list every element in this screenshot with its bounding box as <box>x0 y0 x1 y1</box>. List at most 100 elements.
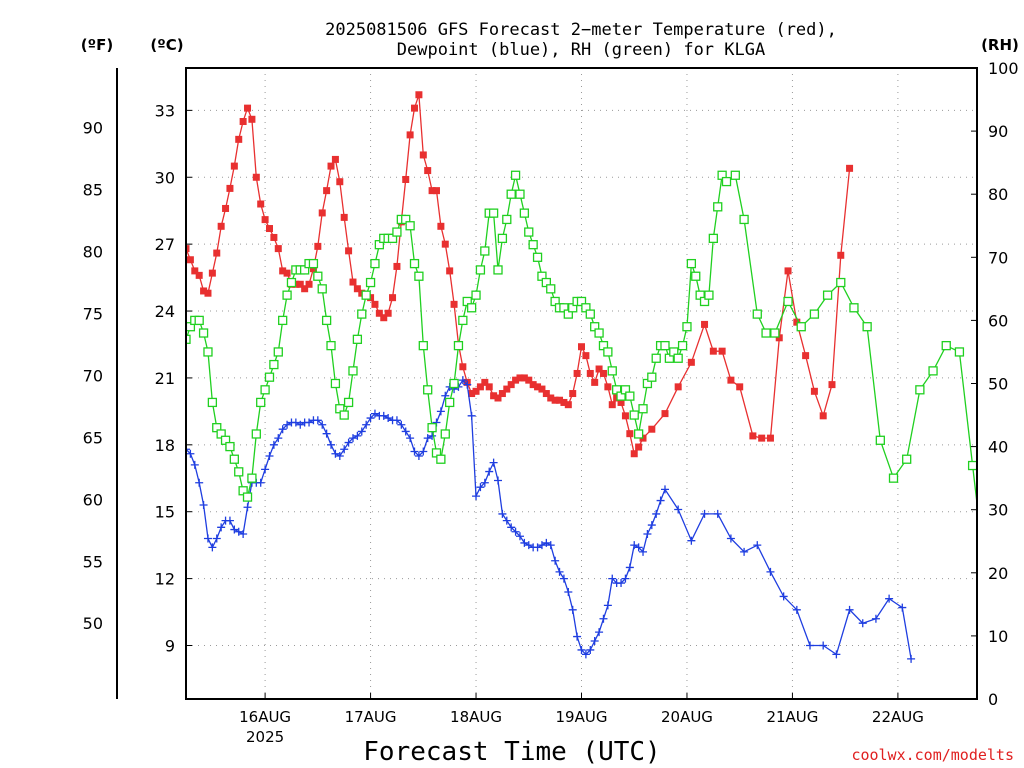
data-point <box>607 366 617 376</box>
data-point <box>519 208 530 218</box>
fahrenheit-tick-label: 70 <box>83 366 103 385</box>
data-point <box>274 434 283 443</box>
data-point <box>551 556 560 565</box>
data-point <box>586 369 594 377</box>
data-point <box>318 209 326 217</box>
data-point <box>954 347 965 357</box>
data-point <box>278 425 287 434</box>
data-point <box>203 534 212 543</box>
data-point <box>727 376 735 384</box>
data-point <box>375 309 383 317</box>
data-point <box>476 383 484 391</box>
data-point <box>599 614 608 623</box>
data-point <box>186 334 191 344</box>
data-point <box>260 385 270 395</box>
data-point <box>634 543 643 552</box>
celsius-tick-label: 18 <box>155 436 175 455</box>
data-point <box>313 271 323 281</box>
fahrenheit-unit-label: (ºF) <box>81 36 113 54</box>
data-point <box>340 213 348 221</box>
data-point <box>515 189 525 199</box>
data-point <box>766 434 774 442</box>
data-point <box>389 294 397 302</box>
data-point <box>384 309 392 317</box>
data-point <box>608 574 617 583</box>
data-point <box>286 277 297 288</box>
series-layer <box>186 91 977 663</box>
data-point <box>283 269 291 277</box>
fahrenheit-tick-label: 60 <box>83 490 103 509</box>
data-point <box>555 567 564 576</box>
data-point <box>837 251 845 259</box>
data-point <box>380 314 388 322</box>
data-point <box>915 385 925 395</box>
data-point <box>802 352 810 360</box>
data-point <box>718 347 726 355</box>
data-point <box>498 390 506 398</box>
rh-tick-label: 0 <box>988 690 998 709</box>
data-point <box>208 269 216 277</box>
data-point <box>819 412 827 420</box>
data-point <box>252 173 260 181</box>
rh-tick-label: 20 <box>988 564 1008 583</box>
data-point <box>357 427 366 436</box>
data-point <box>472 387 480 395</box>
data-point <box>503 385 511 393</box>
axis-labels: 9 12 15 18 21 24 27 30 33 50 55 60 65 70 75 80 85 90 0 10 20… <box>83 59 1019 746</box>
data-point <box>379 411 388 420</box>
data-point <box>446 267 454 275</box>
data-point <box>366 414 375 423</box>
data-point <box>569 390 577 398</box>
data-point <box>506 189 516 199</box>
data-point <box>520 538 529 547</box>
data-point <box>393 262 401 270</box>
data-point <box>234 527 243 536</box>
data-point <box>898 603 907 612</box>
data-point <box>625 563 634 572</box>
data-point <box>217 523 226 532</box>
data-point <box>502 516 511 525</box>
data-point <box>204 289 212 297</box>
data-point <box>371 300 379 308</box>
data-point <box>326 340 336 351</box>
data-point <box>459 363 467 371</box>
data-point <box>365 277 376 288</box>
data-point <box>967 460 977 471</box>
data-point <box>309 265 317 273</box>
data-point <box>907 654 916 663</box>
data-point <box>424 167 432 175</box>
data-point <box>441 240 449 248</box>
data-point <box>560 398 568 406</box>
data-point <box>406 131 414 139</box>
series-temperature <box>186 91 854 458</box>
data-point <box>564 401 572 409</box>
data-point <box>656 496 665 505</box>
data-point <box>349 278 357 286</box>
data-point <box>630 541 639 550</box>
data-point <box>243 503 252 512</box>
data-point <box>638 404 648 414</box>
data-point <box>687 358 695 366</box>
data-point <box>721 176 732 187</box>
data-point <box>534 383 542 391</box>
data-point <box>633 429 644 439</box>
data-point <box>331 155 339 163</box>
x-tick-label: 22AUG <box>872 708 924 726</box>
data-point <box>704 290 714 300</box>
data-point <box>409 258 420 269</box>
data-point <box>691 271 701 281</box>
data-point <box>603 347 613 357</box>
data-point <box>208 543 217 552</box>
data-point <box>515 532 524 541</box>
data-point <box>186 245 190 253</box>
data-point <box>516 374 524 382</box>
fahrenheit-tick-label: 65 <box>83 428 103 447</box>
data-point <box>186 256 194 264</box>
x-tick-label: 21AUG <box>766 708 818 726</box>
data-point <box>625 391 635 401</box>
data-point <box>647 372 657 382</box>
data-point <box>440 429 450 439</box>
rh-tick-label: 40 <box>988 438 1008 457</box>
data-point <box>525 376 533 384</box>
